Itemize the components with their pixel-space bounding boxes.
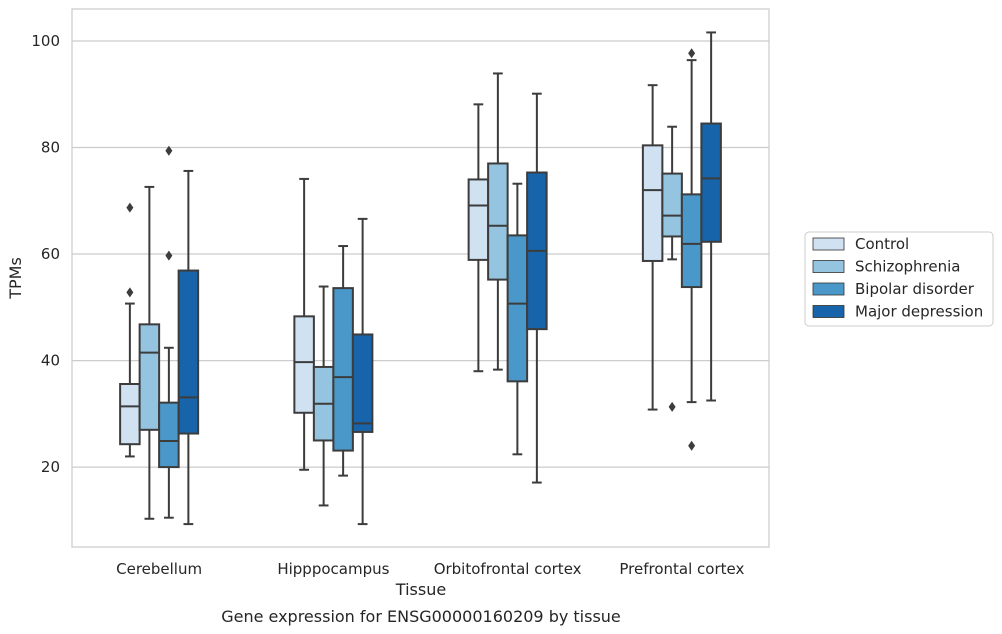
outlier-point — [688, 440, 696, 451]
outlier-point — [165, 145, 173, 156]
plot-frame — [71, 8, 770, 548]
y-tick-label: 40 — [41, 352, 60, 370]
box-body — [332, 287, 354, 452]
box-body — [467, 178, 490, 261]
box-body — [293, 315, 315, 414]
legend-frame — [804, 231, 994, 327]
box-schizophrenia — [312, 285, 335, 507]
box-body — [177, 269, 200, 435]
box-major-depression — [351, 217, 374, 526]
box-body — [700, 122, 722, 243]
box-schizophrenia — [138, 185, 161, 520]
legend-swatch — [812, 305, 845, 318]
legend-swatch — [812, 237, 845, 251]
x-tick-label: Prefrontal cortex — [619, 560, 744, 578]
box-body — [680, 193, 703, 289]
y-tick-label: 20 — [41, 458, 60, 476]
box-major-depression — [177, 169, 200, 526]
outlier-point — [165, 250, 173, 261]
y-axis-ticks: 20 40 60 80 100 — [31, 32, 60, 476]
outlier-point — [126, 202, 134, 213]
box-schizophrenia — [661, 125, 683, 412]
legend-label: Schizophrenia — [855, 258, 960, 276]
legend-label: Major depression — [855, 303, 983, 321]
x-axis-ticks: Cerebellum Hipppocampus Orbitofrontal cort… — [116, 560, 744, 578]
box-body — [661, 172, 683, 238]
box-major-depression — [526, 92, 548, 484]
x-tick-label: Cerebellum — [116, 560, 202, 578]
box-body — [351, 333, 374, 433]
box-control — [467, 103, 490, 373]
y-tick-label: 60 — [41, 245, 60, 263]
box-control — [293, 177, 315, 471]
box-bipolar-disorder — [332, 245, 354, 477]
outlier-point — [126, 287, 134, 298]
y-tick-label: 80 — [41, 138, 60, 156]
y-axis-label: TPMs — [6, 257, 25, 300]
legend-label: Bipolar disorder — [855, 280, 975, 298]
chart-caption: Gene expression for ENSG00000160209 by t… — [221, 607, 621, 626]
box-body — [506, 234, 529, 383]
box-body — [158, 401, 180, 469]
outlier-point — [688, 48, 696, 59]
box-body — [138, 323, 161, 431]
legend-swatch — [812, 282, 845, 296]
box-bipolar-disorder — [158, 145, 180, 519]
box-body — [487, 162, 509, 281]
box-series — [119, 31, 722, 526]
outlier-point — [668, 401, 676, 412]
x-tick-label: Orbitofrontal cortex — [434, 560, 582, 578]
x-axis-label: Tissue — [395, 580, 446, 599]
box-bipolar-disorder — [680, 48, 703, 451]
box-body — [641, 144, 664, 262]
box-schizophrenia — [487, 72, 509, 371]
box-major-depression — [700, 31, 722, 402]
box-body — [119, 383, 141, 446]
legend-swatch — [812, 260, 845, 273]
box-bipolar-disorder — [506, 182, 529, 456]
x-tick-label: Hipppocampus — [277, 560, 389, 578]
y-tick-label: 100 — [31, 32, 60, 50]
legend-label: Control — [855, 235, 909, 253]
box-control — [119, 202, 141, 458]
legend: Control Schizophrenia Bipolar disorder Majo… — [804, 231, 994, 327]
